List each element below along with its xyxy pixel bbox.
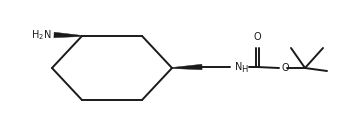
Polygon shape <box>54 32 82 38</box>
Polygon shape <box>172 64 202 70</box>
Text: H: H <box>241 64 248 74</box>
Text: O: O <box>281 63 289 73</box>
Text: N: N <box>235 62 242 72</box>
Text: H$_2$N: H$_2$N <box>30 28 51 42</box>
Text: O: O <box>253 32 261 42</box>
